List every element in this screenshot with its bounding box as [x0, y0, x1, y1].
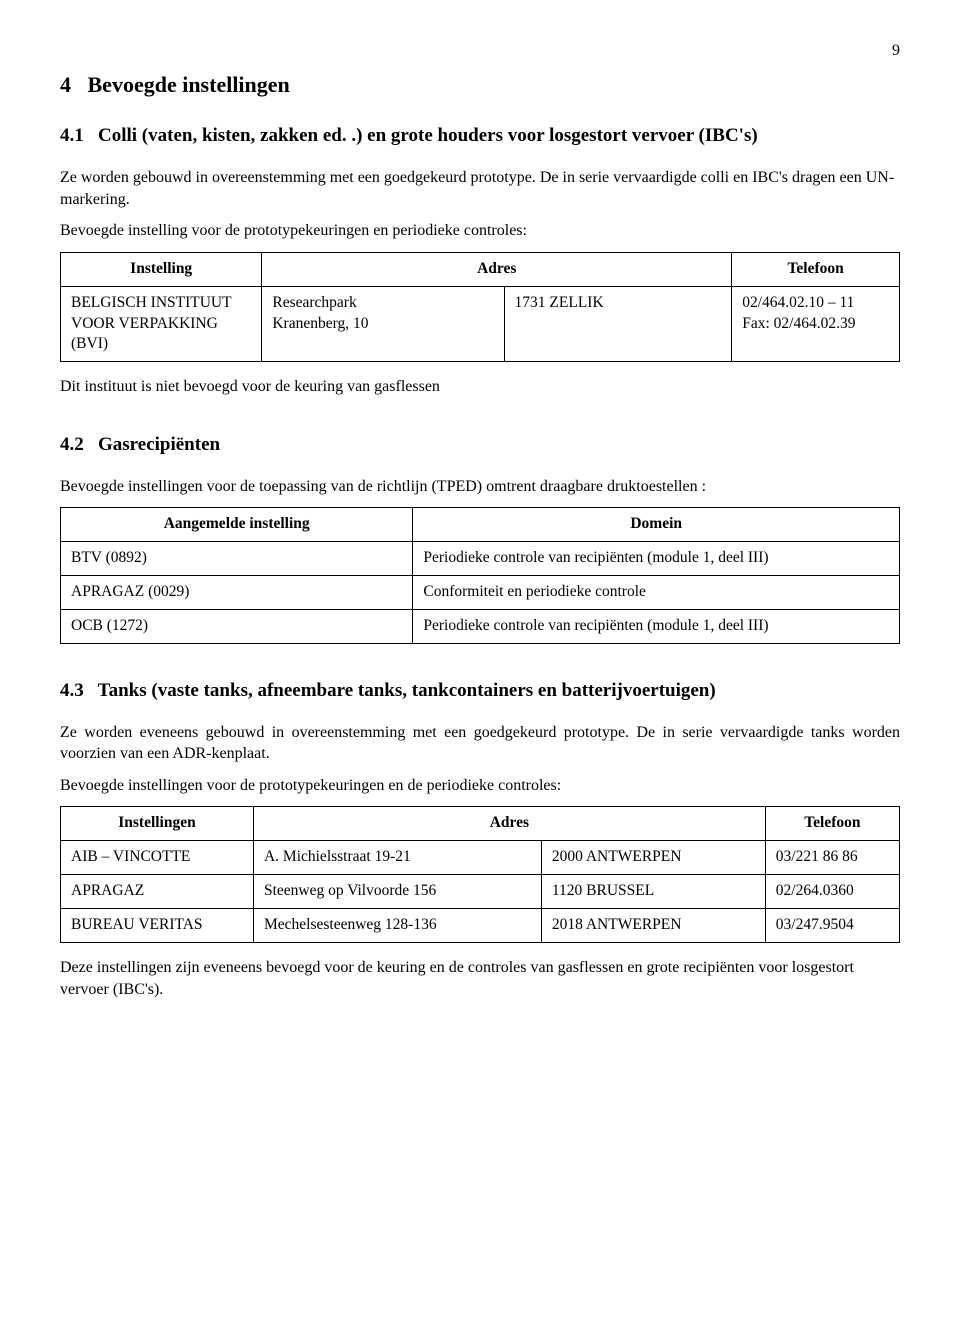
- section-4-2-title: Gasrecipiënten: [98, 434, 220, 455]
- cell-street: A. Michielsstraat 19-21: [253, 841, 541, 875]
- section-4-number: 4: [60, 72, 71, 97]
- adres-line-1: Researchpark: [272, 293, 493, 314]
- cell-name: OCB (1272): [61, 609, 413, 643]
- cell-name: BTV (0892): [61, 542, 413, 576]
- table-row: BUREAU VERITAS Mechelsesteenweg 128-136 …: [61, 909, 900, 943]
- section-4-2-heading: 4.2 Gasrecipiënten: [60, 432, 900, 458]
- section-4-1-heading: 4.1 Colli (vaten, kisten, zakken ed. .) …: [60, 123, 900, 149]
- table-row: AIB – VINCOTTE A. Michielsstraat 19-21 2…: [61, 841, 900, 875]
- s41-table: Instelling Adres Telefoon BELGISCH INSTI…: [60, 252, 900, 363]
- col-instellingen: Instellingen: [61, 807, 254, 841]
- section-4-3-title: Tanks (vaste tanks, afneembare tanks, ta…: [98, 680, 716, 701]
- cell-city: 2018 ANTWERPEN: [541, 909, 765, 943]
- col-telefoon: Telefoon: [732, 252, 900, 286]
- cell-name: APRAGAZ (0029): [61, 576, 413, 610]
- cell-tel: 02/264.0360: [765, 875, 899, 909]
- s42-paragraph-1: Bevoegde instellingen voor de toepassing…: [60, 476, 900, 498]
- cell-tel: 03/247.9504: [765, 909, 899, 943]
- cell-adres-street: Researchpark Kranenberg, 10: [262, 286, 504, 362]
- adres-line-2: Kranenberg, 10: [272, 314, 493, 335]
- section-4-heading: 4 Bevoegde instellingen: [60, 70, 900, 100]
- table-header-row: Instelling Adres Telefoon: [61, 252, 900, 286]
- col-telefoon: Telefoon: [765, 807, 899, 841]
- table-header-row: Aangemelde instelling Domein: [61, 508, 900, 542]
- table-header-row: Instellingen Adres Telefoon: [61, 807, 900, 841]
- s43-paragraph-1: Ze worden eveneens gebouwd in overeenste…: [60, 722, 900, 765]
- col-instelling: Instelling: [61, 252, 262, 286]
- s43-note: Deze instellingen zijn eveneens bevoegd …: [60, 957, 900, 1000]
- s41-paragraph-1: Ze worden gebouwd in overeenstemming met…: [60, 167, 900, 210]
- cell-adres-city: 1731 ZELLIK: [504, 286, 732, 362]
- col-adres: Adres: [262, 252, 732, 286]
- cell-name: APRAGAZ: [61, 875, 254, 909]
- page-number: 9: [60, 40, 900, 62]
- cell-telefoon: 02/464.02.10 – 11 Fax: 02/464.02.39: [732, 286, 900, 362]
- cell-name: AIB – VINCOTTE: [61, 841, 254, 875]
- col-adres: Adres: [253, 807, 765, 841]
- section-4-2-number: 4.2: [60, 434, 84, 455]
- cell-instelling: BELGISCH INSTITUUT VOOR VERPAKKING (BVI): [61, 286, 262, 362]
- s41-paragraph-2: Bevoegde instelling voor de prototypekeu…: [60, 220, 900, 242]
- cell-domain: Periodieke controle van recipiënten (mod…: [413, 542, 900, 576]
- table-row: OCB (1272) Periodieke controle van recip…: [61, 609, 900, 643]
- section-4-title: Bevoegde instellingen: [88, 72, 290, 97]
- cell-street: Steenweg op Vilvoorde 156: [253, 875, 541, 909]
- cell-domain: Periodieke controle van recipiënten (mod…: [413, 609, 900, 643]
- col-domein: Domein: [413, 508, 900, 542]
- cell-domain: Conformiteit en periodieke controle: [413, 576, 900, 610]
- s41-note: Dit instituut is niet bevoegd voor de ke…: [60, 376, 900, 398]
- table-row: BELGISCH INSTITUUT VOOR VERPAKKING (BVI)…: [61, 286, 900, 362]
- cell-city: 2000 ANTWERPEN: [541, 841, 765, 875]
- section-4-3-heading: 4.3 Tanks (vaste tanks, afneembare tanks…: [60, 678, 900, 704]
- cell-tel: 03/221 86 86: [765, 841, 899, 875]
- section-4-3-number: 4.3: [60, 680, 84, 701]
- table-row: APRAGAZ Steenweg op Vilvoorde 156 1120 B…: [61, 875, 900, 909]
- section-4-1-title: Colli (vaten, kisten, zakken ed. .) en g…: [98, 125, 758, 146]
- cell-street: Mechelsesteenweg 128-136: [253, 909, 541, 943]
- tel-line-1: 02/464.02.10 – 11: [742, 293, 889, 314]
- tel-line-2: Fax: 02/464.02.39: [742, 314, 889, 335]
- s43-paragraph-2: Bevoegde instellingen voor de prototypek…: [60, 775, 900, 797]
- s43-table: Instellingen Adres Telefoon AIB – VINCOT…: [60, 806, 900, 943]
- col-aangemelde: Aangemelde instelling: [61, 508, 413, 542]
- section-4-1-number: 4.1: [60, 125, 84, 146]
- table-row: BTV (0892) Periodieke controle van recip…: [61, 542, 900, 576]
- cell-name: BUREAU VERITAS: [61, 909, 254, 943]
- s42-table: Aangemelde instelling Domein BTV (0892) …: [60, 507, 900, 644]
- table-row: APRAGAZ (0029) Conformiteit en periodiek…: [61, 576, 900, 610]
- cell-city: 1120 BRUSSEL: [541, 875, 765, 909]
